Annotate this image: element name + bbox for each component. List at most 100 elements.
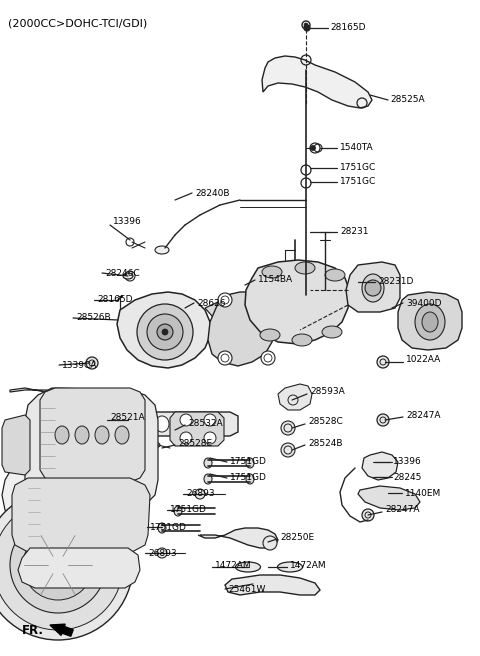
Text: 28247A: 28247A xyxy=(385,506,420,514)
Circle shape xyxy=(263,536,277,550)
Circle shape xyxy=(147,314,183,350)
Text: 1472AM: 1472AM xyxy=(290,560,326,569)
Ellipse shape xyxy=(292,334,312,346)
Text: 28246C: 28246C xyxy=(105,268,140,277)
Polygon shape xyxy=(40,388,145,482)
Circle shape xyxy=(23,530,93,600)
Circle shape xyxy=(137,304,193,360)
Text: 13396: 13396 xyxy=(113,218,142,226)
Ellipse shape xyxy=(204,458,212,468)
Text: 26893: 26893 xyxy=(186,489,215,499)
Ellipse shape xyxy=(362,274,384,302)
Polygon shape xyxy=(225,575,320,595)
FancyArrow shape xyxy=(50,624,73,636)
Polygon shape xyxy=(117,292,210,368)
Ellipse shape xyxy=(325,269,345,281)
Text: 28521A: 28521A xyxy=(110,413,144,422)
Text: 28626: 28626 xyxy=(197,298,226,308)
Polygon shape xyxy=(245,260,350,344)
Circle shape xyxy=(204,432,216,444)
Circle shape xyxy=(86,357,98,369)
Text: 1751GC: 1751GC xyxy=(340,163,376,173)
Polygon shape xyxy=(18,548,140,588)
Text: 1751GD: 1751GD xyxy=(230,474,267,483)
Ellipse shape xyxy=(295,262,315,274)
Circle shape xyxy=(195,489,205,499)
Text: 28165D: 28165D xyxy=(97,295,132,304)
Text: (2000CC>DOHC-TCI/GDI): (2000CC>DOHC-TCI/GDI) xyxy=(8,18,147,28)
Circle shape xyxy=(281,421,295,435)
Polygon shape xyxy=(398,292,462,350)
Circle shape xyxy=(218,293,232,307)
Ellipse shape xyxy=(246,474,254,484)
Circle shape xyxy=(362,509,374,521)
Ellipse shape xyxy=(246,458,254,468)
Ellipse shape xyxy=(158,523,166,533)
Text: 28240B: 28240B xyxy=(195,188,229,197)
Ellipse shape xyxy=(199,416,213,432)
Circle shape xyxy=(157,548,167,558)
Ellipse shape xyxy=(415,304,445,340)
Text: 1022AA: 1022AA xyxy=(406,356,441,365)
Ellipse shape xyxy=(204,474,212,484)
Text: 1140EM: 1140EM xyxy=(405,489,441,497)
Text: 25461W: 25461W xyxy=(228,584,265,594)
Ellipse shape xyxy=(155,416,169,432)
Ellipse shape xyxy=(115,426,129,444)
Polygon shape xyxy=(262,56,372,108)
Circle shape xyxy=(377,356,389,368)
Text: 28165D: 28165D xyxy=(330,24,365,33)
Text: 13396: 13396 xyxy=(393,457,422,466)
Circle shape xyxy=(0,490,133,640)
Ellipse shape xyxy=(95,426,109,444)
Text: 28525A: 28525A xyxy=(390,96,425,104)
Text: 28250E: 28250E xyxy=(280,533,314,541)
Polygon shape xyxy=(25,388,158,510)
Polygon shape xyxy=(346,262,400,312)
Ellipse shape xyxy=(75,426,89,444)
Polygon shape xyxy=(2,415,30,475)
Text: 1154BA: 1154BA xyxy=(258,276,293,285)
Circle shape xyxy=(304,25,310,31)
Ellipse shape xyxy=(277,562,302,572)
Circle shape xyxy=(218,351,232,365)
Polygon shape xyxy=(278,384,312,410)
Circle shape xyxy=(304,23,308,27)
Text: 28526B: 28526B xyxy=(76,314,110,323)
Circle shape xyxy=(261,351,275,365)
Text: 28528E: 28528E xyxy=(178,438,212,447)
Text: 28231D: 28231D xyxy=(378,277,413,287)
Text: 1751GD: 1751GD xyxy=(150,522,187,531)
Circle shape xyxy=(311,146,315,150)
Polygon shape xyxy=(12,478,150,552)
Circle shape xyxy=(162,329,168,335)
Ellipse shape xyxy=(236,562,261,572)
Ellipse shape xyxy=(123,273,133,279)
Polygon shape xyxy=(205,300,238,318)
Circle shape xyxy=(365,280,381,296)
Text: 28524B: 28524B xyxy=(308,438,343,447)
Ellipse shape xyxy=(322,326,342,338)
Circle shape xyxy=(0,500,123,630)
Polygon shape xyxy=(358,486,420,510)
Text: 39400D: 39400D xyxy=(406,298,442,308)
Circle shape xyxy=(180,414,192,426)
Circle shape xyxy=(204,414,216,426)
Polygon shape xyxy=(2,388,105,520)
Ellipse shape xyxy=(262,266,282,278)
Circle shape xyxy=(157,324,173,340)
Text: 1751GD: 1751GD xyxy=(170,506,207,514)
Ellipse shape xyxy=(55,426,69,444)
Polygon shape xyxy=(198,528,278,548)
Circle shape xyxy=(50,557,66,573)
Text: 1751GC: 1751GC xyxy=(340,178,376,186)
Text: 1472AM: 1472AM xyxy=(215,560,252,569)
Polygon shape xyxy=(170,412,224,446)
Text: 28231: 28231 xyxy=(340,228,369,237)
Text: 28593A: 28593A xyxy=(310,388,345,396)
Text: 1339CA: 1339CA xyxy=(62,361,97,369)
Ellipse shape xyxy=(133,416,147,432)
Polygon shape xyxy=(362,452,398,480)
Ellipse shape xyxy=(152,443,160,447)
Ellipse shape xyxy=(155,246,169,254)
